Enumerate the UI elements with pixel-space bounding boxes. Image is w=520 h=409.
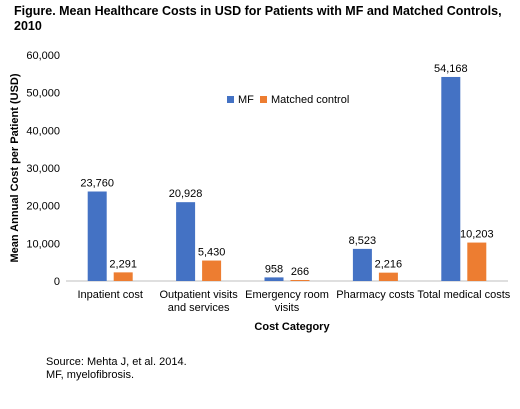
y-axis-title: Mean Annual Cost per Patient (USD) [9,73,21,262]
mf-bar [441,76,461,282]
control-bar [467,242,487,281]
y-tick-label: 30,000 [26,163,60,175]
chart-title: Figure. Mean Healthcare Costs in USD for… [14,4,502,33]
control-data-label: 5,430 [198,247,226,259]
mf-data-label: 23,760 [80,178,114,190]
control-data-label: 2,291 [109,258,137,270]
control-bar [113,272,133,281]
legend-label-mf: MF [238,94,254,106]
y-tick-label: 50,000 [26,88,60,100]
x-tick-label: and services [168,302,230,314]
abbreviation-footnote: MF, myelofibrosis. [46,369,135,381]
legend-swatch-mf [227,96,234,103]
y-tick-label: 60,000 [26,50,60,62]
mf-data-label: 958 [265,263,283,275]
mf-bar [176,202,196,281]
control-data-label: 10,203 [460,229,494,241]
y-tick-label: 0 [54,276,60,288]
control-bar [290,279,310,281]
x-tick-label: Emergency room [245,289,329,301]
y-tick-label: 20,000 [26,201,60,213]
source-note: Source: Mehta J, et al. 2014. [46,356,187,368]
mf-bar [87,191,107,281]
x-axis-title: Cost Category [254,321,330,333]
y-tick-label: 10,000 [26,238,60,250]
mf-data-label: 8,523 [349,235,377,247]
y-tick-label: 40,000 [26,125,60,137]
x-tick-label: Total medical costs [417,289,510,301]
mf-bar [352,248,372,281]
x-tick-label: Outpatient visits [159,289,238,301]
mf-data-label: 20,928 [169,188,203,200]
control-data-label: 2,216 [375,259,403,271]
control-data-label: 266 [291,266,309,278]
control-bar [378,272,398,281]
x-tick-label: visits [275,302,300,314]
x-tick-label: Inpatient cost [77,289,142,301]
x-tick-label: Pharmacy costs [336,289,415,301]
mf-bar [264,277,284,281]
legend-label-control: Matched control [271,94,349,106]
mf-data-label: 54,168 [434,63,468,75]
control-bar [202,260,222,281]
legend-swatch-control [260,96,267,103]
